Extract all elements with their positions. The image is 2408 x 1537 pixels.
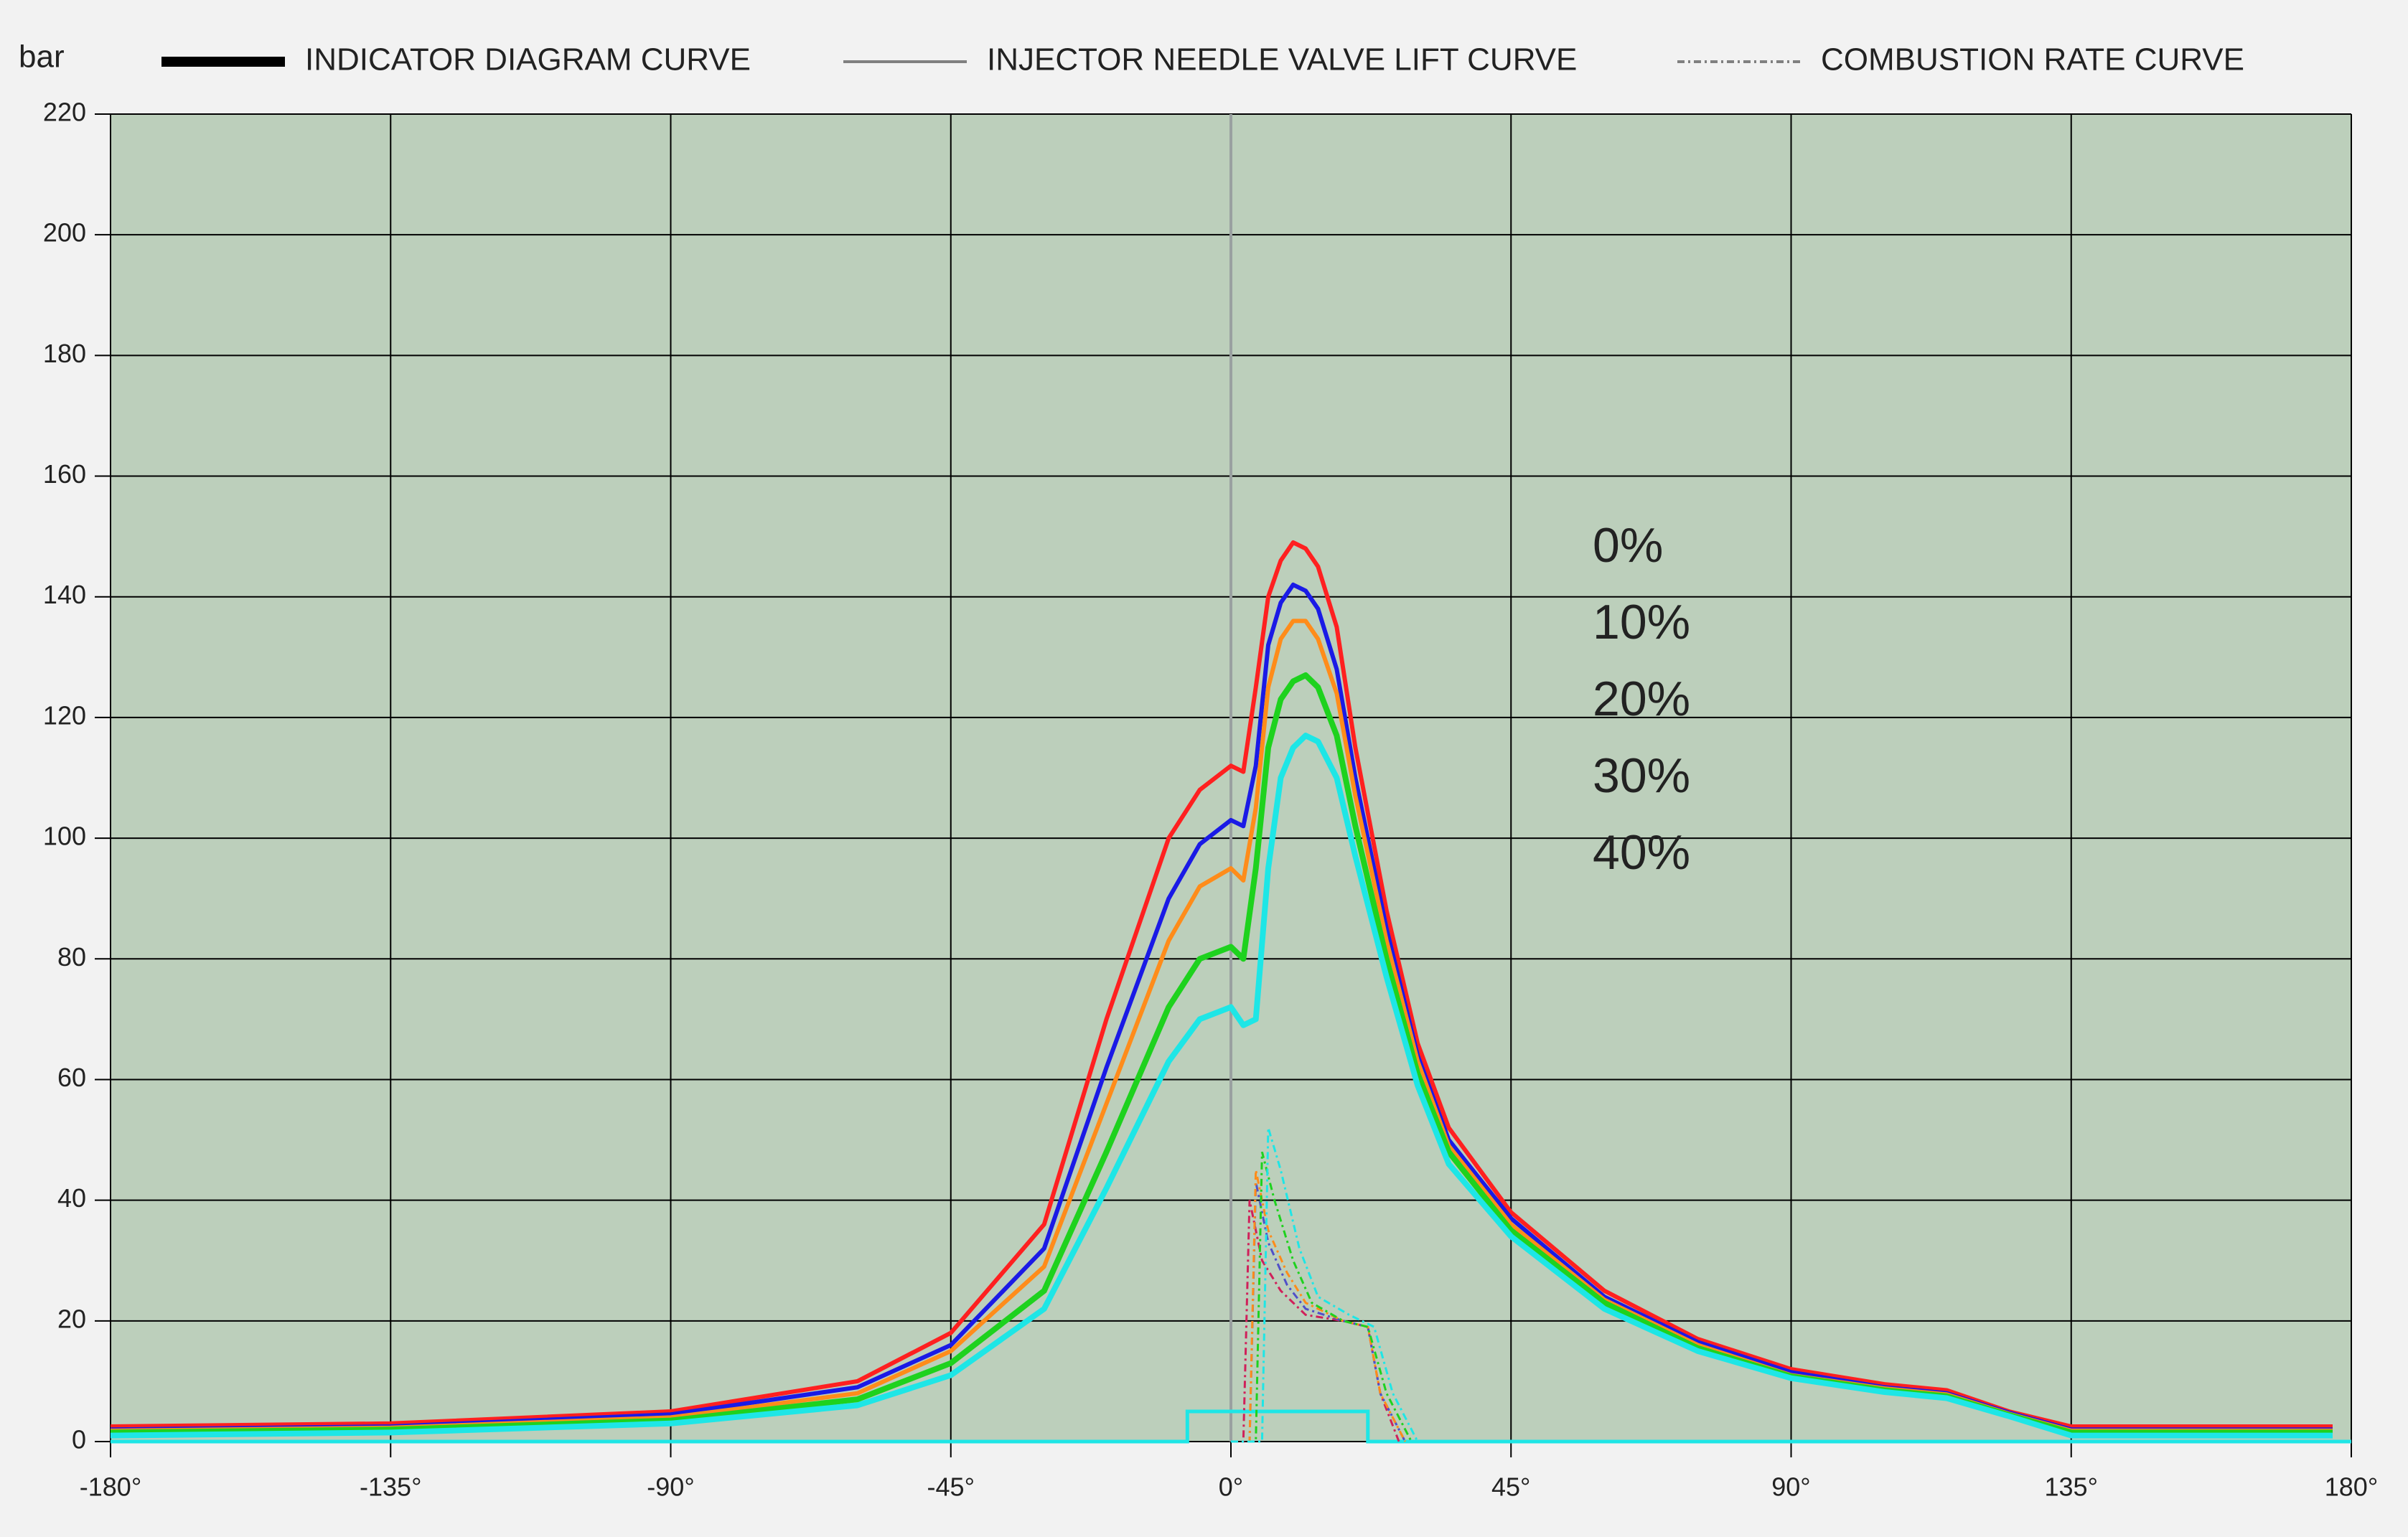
y-tick-label: 80	[57, 942, 86, 972]
pressure-line	[110, 540, 2333, 1429]
combustion-rate-line	[1231, 1170, 1407, 1443]
series-label: 40%	[1593, 825, 1690, 880]
y-tick-label: 20	[57, 1304, 86, 1333]
series-label: 10%	[1593, 595, 1690, 649]
y-axis-label: bar	[19, 39, 65, 75]
y-tick-label: 220	[43, 98, 86, 127]
y-tick-label: 100	[43, 822, 86, 851]
x-tick-label: 45°	[1491, 1472, 1530, 1502]
legend-label: INJECTOR NEEDLE VALVE LIFT CURVE	[987, 42, 1577, 77]
x-tick-label: 135°	[2045, 1472, 2098, 1502]
y-tick-label: 160	[43, 459, 86, 489]
y-tick-label: 200	[43, 218, 86, 248]
x-tick-label: 180°	[2325, 1472, 2378, 1502]
combustion-rate-line	[1231, 1127, 1419, 1443]
pressure-line	[110, 582, 2333, 1432]
y-tick-label: 120	[43, 700, 86, 730]
y-tick-label: 40	[57, 1183, 86, 1213]
y-tick-label: 0	[72, 1425, 86, 1454]
series-label: 0%	[1593, 518, 1663, 573]
pressure-line	[110, 733, 2333, 1439]
y-tick-label: 60	[57, 1063, 86, 1092]
y-tick-label: 180	[43, 339, 86, 368]
x-tick-label: 0°	[1219, 1472, 1243, 1502]
y-tick-label: 140	[43, 580, 86, 609]
x-tick-label: 90°	[1771, 1472, 1810, 1502]
x-tick-label: -90°	[647, 1472, 694, 1502]
combustion-rate-line	[1231, 1152, 1413, 1443]
series-label: 30%	[1593, 748, 1690, 803]
x-tick-label: -135°	[360, 1472, 421, 1502]
legend-label: COMBUSTION RATE CURVE	[1821, 42, 2244, 77]
needle-lift-line	[111, 1409, 2351, 1444]
x-tick-label: -45°	[927, 1472, 975, 1502]
x-tick-label: -180°	[80, 1472, 141, 1502]
legend-label: INDICATOR DIAGRAM CURVE	[305, 42, 751, 77]
series-label: 20%	[1593, 672, 1690, 726]
